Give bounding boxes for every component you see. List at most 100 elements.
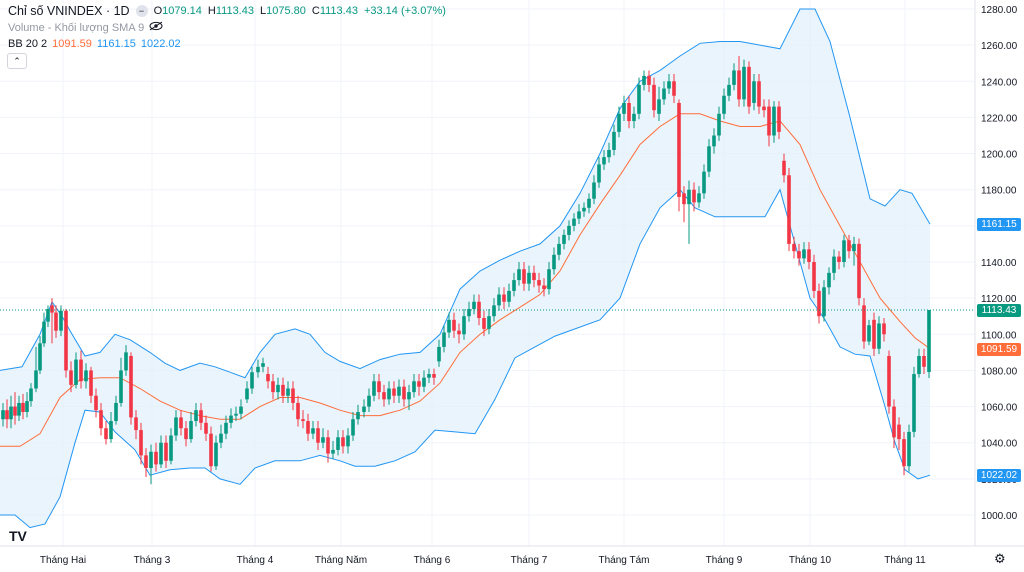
candle-body [447, 319, 451, 333]
candle-body [472, 301, 476, 309]
candle-body [832, 256, 836, 273]
candle-body [547, 269, 551, 290]
candle-body [632, 113, 636, 122]
candle-body [867, 325, 871, 342]
candle-body [587, 198, 591, 208]
candle-body [857, 243, 861, 299]
candle-body [487, 316, 491, 329]
candle-body [179, 417, 183, 429]
legend-bb[interactable]: BB 20 2 1091.59 1161.15 1022.02 [8, 38, 181, 50]
candle-body [467, 308, 471, 317]
candle-body [767, 106, 771, 136]
minus-icon[interactable]: − [135, 5, 148, 17]
settings-icon[interactable]: ⚙ [994, 551, 1006, 566]
legend-main: Chỉ số VNINDEX · 1D − O1079.14 H1113.43 … [8, 4, 446, 18]
candle-body [727, 84, 731, 96]
candle-body [139, 430, 143, 456]
ohlc-open: O1079.14 [153, 5, 202, 17]
candle-body [422, 377, 426, 387]
candle-body [927, 310, 931, 372]
y-tick-label: 1140.00 [981, 258, 1017, 269]
candle-body [877, 323, 881, 349]
volume-label: Volume - Khối lượng SMA 9 [8, 21, 145, 34]
candle-body [109, 421, 113, 440]
candle-body [607, 149, 611, 158]
candle-body [477, 301, 481, 319]
x-tick-label: Tháng 9 [706, 555, 743, 566]
candle-body [787, 175, 791, 244]
candle-body [712, 135, 716, 147]
candle-body [662, 88, 666, 100]
candle-body [114, 402, 118, 422]
eye-icon[interactable] [149, 21, 163, 34]
candle-body [17, 402, 21, 416]
candle-body [797, 251, 801, 259]
candle-body [892, 406, 896, 438]
candle-body [707, 146, 711, 172]
candle-body [336, 437, 340, 450]
y-tick-label: 1180.00 [981, 186, 1017, 197]
candle-body [627, 102, 631, 122]
candle-body [84, 370, 88, 382]
candle-body [79, 359, 83, 382]
candle-body [184, 428, 188, 440]
y-tick-label: 1060.00 [981, 403, 1018, 414]
candle-body [737, 70, 741, 100]
bb-upper-badge: 1161.15 [977, 218, 1021, 231]
bb-upper-line [0, 8, 931, 379]
candle-body [762, 106, 766, 111]
candle-body [256, 366, 260, 373]
candle-body [652, 84, 656, 111]
ohlc-high: H1113.43 [207, 5, 254, 17]
candle-body [862, 305, 866, 342]
candle-body [261, 363, 265, 367]
candle-body [316, 428, 320, 443]
candle-body [59, 310, 63, 331]
tradingview-logo[interactable]: TV [9, 528, 27, 544]
candle-body [266, 374, 270, 382]
candle-body [902, 439, 906, 467]
candle-body [281, 384, 285, 396]
candle-body [189, 421, 193, 440]
candle-body [852, 243, 856, 252]
candle-body [326, 437, 330, 454]
bb-lower-badge: 1022.02 [977, 469, 1021, 482]
candle-body [13, 406, 17, 416]
legend-volume[interactable]: Volume - Khối lượng SMA 9 [8, 21, 163, 34]
candle-body [692, 189, 696, 203]
candle-body [602, 157, 606, 165]
bollinger-bands [0, 8, 931, 529]
candle-body [657, 99, 661, 114]
candle-body [552, 254, 556, 270]
candle-body [9, 406, 13, 420]
candle-body [219, 433, 223, 443]
candle-body [617, 113, 621, 132]
symbol-title[interactable]: Chỉ số VNINDEX · 1D [8, 4, 130, 18]
candle-body [792, 243, 796, 252]
candle-body [482, 318, 486, 329]
candle-body [752, 81, 756, 103]
candle-body [194, 410, 198, 422]
candle-body [622, 102, 626, 114]
candle-body [42, 321, 46, 344]
candle-body [812, 262, 816, 291]
candle-body [687, 189, 691, 205]
candle-body [647, 75, 651, 85]
x-tick-label: Tháng Năm [315, 555, 367, 566]
candle-body [154, 451, 158, 465]
candle-body [34, 370, 38, 389]
candle-body [887, 355, 891, 407]
collapse-legend-button[interactable]: ⌃ [7, 53, 27, 69]
candle-body [209, 433, 213, 467]
candle-body [214, 442, 218, 467]
x-tick-label: Tháng Tám [599, 555, 650, 566]
candle-body [412, 381, 416, 393]
candle-body [50, 305, 54, 313]
candle-body [271, 381, 275, 393]
candle-body [1, 410, 5, 420]
candle-body [577, 211, 581, 219]
candle-body [204, 422, 208, 434]
candle-body [21, 402, 25, 412]
candle-body [642, 75, 646, 85]
